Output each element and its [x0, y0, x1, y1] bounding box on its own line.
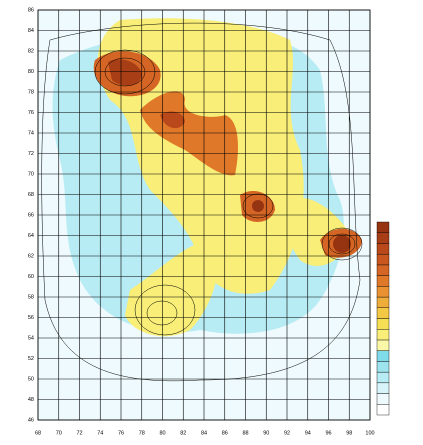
x-tick-label: 82	[180, 430, 186, 436]
colorbar-swatch	[376, 275, 390, 287]
y-tick-label: 70	[28, 171, 34, 177]
colorbar-swatch	[376, 361, 390, 373]
x-tick-label: 76	[118, 430, 124, 436]
contour-line	[328, 233, 356, 255]
y-tick-label: 54	[28, 335, 34, 341]
y-tick-label: 48	[28, 397, 34, 403]
y-tick-label: 66	[28, 212, 34, 218]
y-tick-label: 78	[28, 89, 34, 95]
y-tick-label: 84	[28, 28, 34, 34]
contour-line	[94, 49, 156, 95]
x-tick-label: 96	[325, 430, 331, 436]
colorbar-swatch	[376, 350, 390, 362]
colorbar-swatch	[376, 221, 390, 233]
x-tick-label: 78	[139, 430, 145, 436]
peak-core	[252, 200, 264, 212]
y-tick-label: 76	[28, 110, 34, 116]
axes: 68 70 72 74 76 78 80 82 84 86 88 90 92 94 96 98 100 46 48 5…	[28, 7, 375, 436]
contour-line	[41, 22, 361, 382]
y-tick-label: 46	[28, 417, 34, 423]
y-tick-label: 56	[28, 315, 34, 321]
x-tick-label: 74	[97, 430, 103, 436]
y-tick-label: 64	[28, 233, 34, 239]
x-tick-label: 100	[365, 430, 374, 436]
y-tick-label: 86	[28, 7, 34, 13]
y-tick-label: 50	[28, 376, 34, 382]
colorbar-swatch	[376, 232, 390, 244]
colorbar-swatch	[376, 296, 390, 308]
y-tick-label: 72	[28, 151, 34, 157]
x-tick-label: 98	[346, 430, 352, 436]
y-tick-label: 74	[28, 130, 34, 136]
colorbar-swatch	[376, 286, 390, 298]
peak-core	[160, 111, 185, 129]
colorbar-swatch	[376, 307, 390, 319]
contour-line	[146, 300, 178, 326]
x-tick-label: 70	[56, 430, 62, 436]
colorbar-swatch	[376, 264, 390, 276]
colorbar-swatch	[376, 243, 390, 255]
y-tick-label: 82	[28, 48, 34, 54]
x-tick-label: 84	[201, 430, 207, 436]
x-tick-label: 88	[242, 430, 248, 436]
x-tick-label: 80	[159, 430, 165, 436]
colorbar-swatch	[376, 318, 390, 330]
colorbar-swatch	[376, 329, 390, 341]
contour-line	[134, 284, 196, 336]
colorbar-swatch	[376, 339, 390, 351]
plot-frame	[37, 9, 371, 421]
colorbar-swatch	[376, 404, 390, 416]
y-tick-label: 60	[28, 274, 34, 280]
y-tick-label: 52	[28, 356, 34, 362]
colorbar-swatch	[376, 371, 390, 384]
x-tick-label: 86	[222, 430, 228, 436]
contour-lines	[41, 22, 363, 382]
y-tick-label: 80	[28, 69, 34, 75]
colorbar-swatch	[376, 253, 390, 266]
contour-line	[104, 57, 146, 87]
contour-line	[321, 227, 363, 261]
peak-core	[333, 235, 351, 253]
colorbar	[376, 221, 390, 416]
x-tick-label: 72	[76, 430, 82, 436]
x-tick-label: 90	[263, 430, 269, 436]
colorbar-swatch	[376, 393, 390, 405]
x-tick-label: 94	[305, 430, 311, 436]
peak-core	[108, 59, 142, 86]
contour-line	[242, 193, 274, 219]
x-tick-label: 92	[284, 430, 290, 436]
y-tick-label: 68	[28, 192, 34, 198]
x-tick-label: 68	[35, 430, 41, 436]
colorbar-swatch	[376, 382, 390, 394]
y-tick-label: 62	[28, 253, 34, 259]
y-tick-label: 58	[28, 294, 34, 300]
